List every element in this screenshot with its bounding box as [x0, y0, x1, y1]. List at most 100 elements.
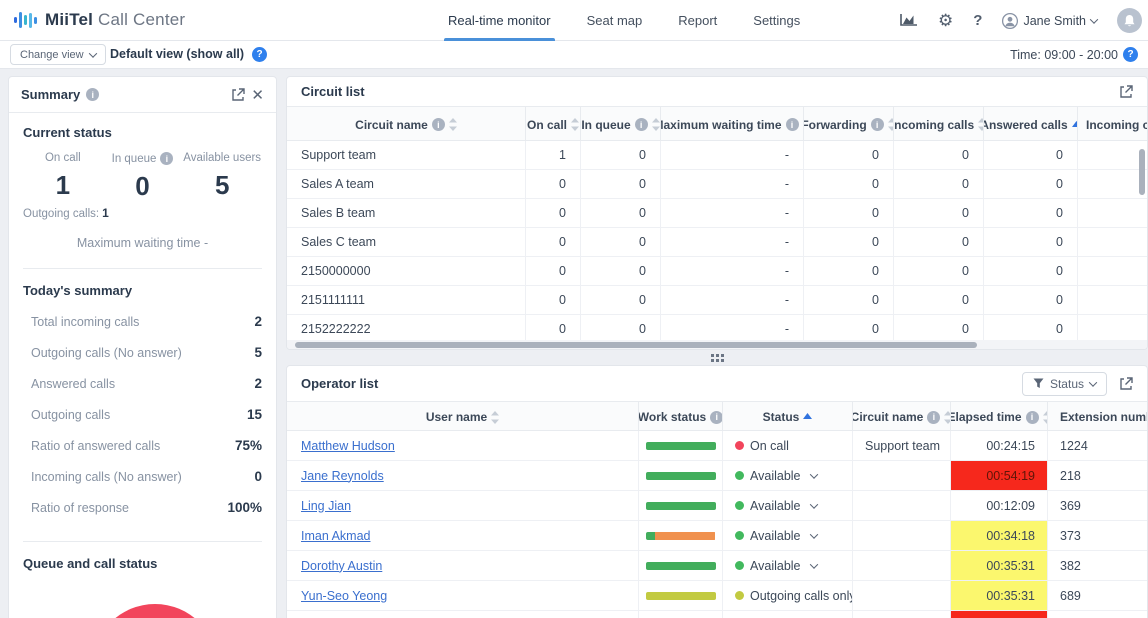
summary-panel: Summary i ✕ Current status On call 1 In … — [8, 76, 277, 618]
status-dot — [735, 441, 744, 450]
table-row: 2150000000 0 0-0 0 0 — [287, 257, 1147, 286]
horizontal-scrollbar[interactable] — [295, 342, 977, 348]
operator-table-body: Matthew Hudson On call Support team 00:2… — [287, 431, 1147, 618]
help-icon[interactable]: ? — [973, 12, 983, 29]
info-icon[interactable]: i — [785, 118, 799, 131]
status-dot — [735, 561, 744, 570]
summary-close-icon[interactable]: ✕ — [251, 86, 264, 104]
info-icon[interactable]: i — [927, 410, 941, 424]
table-row: Dorothy Austin Available 00:35:31 382 — [287, 551, 1147, 581]
column-on-call[interactable]: On call — [526, 107, 581, 142]
table-row: Sales A team 0 0-0 0 0 — [287, 170, 1147, 199]
chevron-down-icon — [1088, 377, 1098, 387]
column-elapsed-time[interactable]: Elapsed time i — [951, 402, 1048, 432]
status-dropdown[interactable]: Available — [723, 521, 853, 550]
table-row-partial — [287, 611, 1147, 618]
status-dropdown[interactable]: Outgoing calls only — [723, 581, 853, 610]
elapsed-time-cell-warning: 00:35:31 — [951, 551, 1048, 580]
status-filter-button[interactable]: Status — [1021, 371, 1107, 396]
change-view-button[interactable]: Change view — [10, 44, 106, 65]
circuit-list-header: Circuit list — [287, 77, 1147, 106]
column-incoming-calls[interactable]: Incoming calls — [894, 107, 984, 142]
stat-value: 5 — [214, 170, 230, 200]
analytics-chart-icon[interactable] — [900, 13, 918, 28]
notification-bell-icon[interactable] — [1117, 8, 1142, 33]
sort-icon — [887, 118, 893, 131]
tab-settings[interactable]: Settings — [753, 13, 801, 28]
change-view-label: Change view — [20, 48, 84, 61]
sort-asc-icon — [803, 413, 813, 419]
summary-info-icon[interactable]: i — [86, 88, 100, 101]
column-answered-calls[interactable]: Answered calls — [984, 107, 1078, 142]
brand-name: MiiTel Call Center — [45, 10, 185, 30]
summary-row: Outgoing calls (No answer) 5 — [31, 345, 262, 360]
brand-miitel: MiiTel — [45, 10, 94, 29]
sort-icon — [944, 410, 950, 424]
status-dropdown[interactable]: Available — [723, 461, 853, 490]
column-user-name[interactable]: User name — [287, 402, 639, 432]
status-dropdown[interactable]: Available — [723, 551, 853, 580]
stat-label: Available users — [183, 152, 262, 164]
time-help-icon[interactable]: ? — [1123, 47, 1138, 62]
current-status-title: Current status — [23, 125, 112, 140]
work-status-bar — [639, 461, 723, 490]
info-icon[interactable]: i — [1025, 410, 1039, 424]
resize-handle-icon[interactable] — [710, 353, 724, 362]
sort-icon — [571, 118, 580, 131]
status-dot — [735, 471, 744, 480]
info-icon[interactable]: i — [710, 410, 722, 424]
in-queue-info-icon[interactable]: i — [160, 152, 174, 165]
stat-available-users: Available users 5 — [182, 152, 262, 202]
operator-link[interactable]: Ling Jian — [301, 498, 352, 513]
elapsed-time-cell: 00:12:09 — [951, 491, 1048, 520]
tab-seat-map[interactable]: Seat map — [586, 13, 643, 28]
column-forwarding[interactable]: Forwarding i — [804, 107, 894, 142]
operator-list-open-external-icon[interactable] — [1119, 376, 1133, 391]
miitel-logo-icon — [14, 9, 37, 31]
circuit-list-open-external-icon[interactable] — [1119, 84, 1133, 99]
chevron-down-icon — [809, 469, 818, 479]
panel-resize-divider — [286, 350, 1148, 365]
operator-link[interactable]: Dorothy Austin — [301, 558, 383, 573]
operator-link[interactable]: Jane Reynolds — [301, 468, 384, 483]
column-status[interactable]: Status — [723, 402, 853, 432]
column-work-status[interactable]: Work status i — [639, 402, 723, 432]
status-dropdown[interactable]: Available — [723, 491, 853, 520]
chevron-down-icon — [809, 529, 818, 539]
operator-link[interactable]: Matthew Hudson — [301, 438, 395, 453]
funnel-icon — [1033, 378, 1044, 388]
info-icon[interactable]: i — [870, 118, 884, 131]
summary-body: Current status On call 1 In queue i 0 Ava… — [9, 113, 276, 571]
summary-row: Outgoing calls 15 — [31, 407, 262, 422]
column-extension-number[interactable]: Extension number — [1060, 410, 1147, 424]
user-menu[interactable]: Jane Smith — [1002, 12, 1099, 29]
column-max-waiting-time[interactable]: Maximum waiting time i — [661, 107, 804, 142]
summary-row: Incoming calls (No answer) 0 — [31, 469, 262, 484]
gear-icon[interactable]: ⚙ — [938, 10, 954, 30]
tab-real-time-monitor[interactable]: Real-time monitor — [444, 0, 555, 41]
circuit-table-header: Circuit name i On call In queue i Maximum … — [287, 106, 1147, 142]
tab-report[interactable]: Report — [678, 13, 718, 28]
vertical-scrollbar[interactable] — [1139, 149, 1145, 195]
info-icon[interactable]: i — [431, 118, 445, 131]
stat-on-call: On call 1 — [23, 152, 103, 202]
queue-call-status-title: Queue and call status — [23, 556, 158, 571]
column-circuit-name[interactable]: Circuit name i — [287, 107, 526, 142]
current-view-name: Default view (show all) — [110, 47, 245, 61]
summary-open-external-icon[interactable] — [231, 87, 246, 102]
column-in-queue[interactable]: In queue i — [581, 107, 661, 142]
operator-link[interactable]: Iman Akmad — [301, 528, 371, 543]
info-icon[interactable]: i — [634, 118, 648, 131]
stat-in-queue: In queue i 0 — [103, 152, 183, 202]
view-help-icon[interactable]: ? — [252, 47, 267, 62]
circuit-list-title: Circuit list — [301, 84, 365, 99]
operator-link[interactable]: Yun-Seo Yeong — [301, 588, 388, 603]
todays-summary-title: Today's summary — [23, 283, 133, 298]
main-nav: Real-time monitor Seat map Report Settin… — [444, 0, 801, 41]
column-incoming-calls-no-answer[interactable]: Incoming cal — [1086, 117, 1147, 132]
table-row: Sales B team 0 0-0 0 0 — [287, 199, 1147, 228]
column-circuit-name[interactable]: Circuit name i — [853, 402, 951, 432]
operator-list-panel: Operator list Status User name Work stat… — [286, 365, 1148, 618]
header-actions: ⚙ ? Jane Smith — [900, 0, 1142, 41]
time-range: Time: 09:00 - 20:00 ? — [1010, 47, 1138, 62]
